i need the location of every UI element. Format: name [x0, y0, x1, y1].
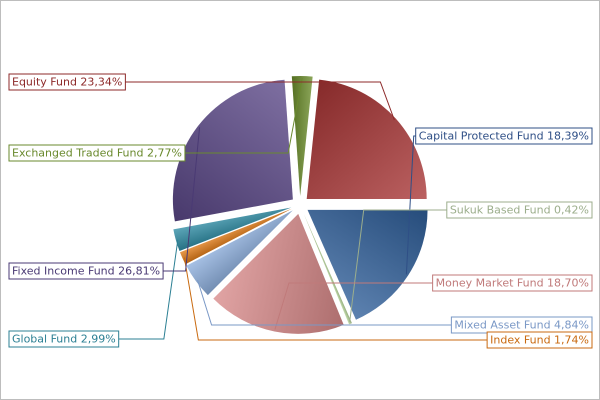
- pie-slice-mixed-asset-fund: [186, 210, 293, 296]
- pie-slice-index-fund: [179, 208, 292, 265]
- svg-text:Equity Fund 23,34%: Equity Fund 23,34%: [12, 76, 122, 89]
- slice-label-fixed-income-fund: Fixed Income Fund 26,81%: [8, 262, 164, 280]
- svg-text:Fixed Income Fund 26,81%: Fixed Income Fund 26,81%: [12, 265, 160, 278]
- slice-label-box-capital-protected-fund: [415, 127, 593, 145]
- pie-slice-capital-protected-fund: [307, 209, 428, 320]
- pie-slice-sukuk-based-fund: [303, 213, 352, 325]
- leader-line-mixed-asset-fund: [197, 279, 452, 326]
- svg-text:Global Fund 2,99%: Global Fund 2,99%: [12, 333, 116, 346]
- slice-label-mixed-asset-fund: Mixed Asset Fund 4,84%: [450, 316, 593, 334]
- svg-text:Exchanged Traded Fund 2,77%: Exchanged Traded Fund 2,77%: [12, 147, 182, 160]
- slice-label-equity-fund: Equity Fund 23,34%: [8, 73, 126, 91]
- slice-label-box-sukuk-based-fund: [446, 201, 593, 219]
- slice-label-box-fixed-income-fund: [8, 262, 164, 280]
- leader-line-global-fund: [118, 239, 179, 340]
- leader-line-index-fund: [183, 257, 488, 341]
- pie-slice-equity-fund: [306, 79, 427, 199]
- leader-line-exchanged-traded-fund: [184, 77, 303, 154]
- leader-line-sukuk-based-fund: [349, 209, 447, 322]
- pie-slice-fixed-income-fund: [172, 79, 293, 222]
- slice-label-sukuk-based-fund: Sukuk Based Fund 0,42%: [446, 201, 593, 219]
- slice-label-capital-protected-fund: Capital Protected Fund 18,39%: [415, 127, 593, 145]
- leader-line-capital-protected-fund: [405, 135, 416, 275]
- slice-label-box-exchanged-traded-fund: [8, 144, 186, 162]
- svg-text:Index Fund 1,74%: Index Fund 1,74%: [490, 334, 589, 347]
- slice-label-box-equity-fund: [8, 73, 126, 91]
- svg-text:Capital Protected Fund 18,39%: Capital Protected Fund 18,39%: [419, 130, 589, 143]
- slice-label-box-global-fund: [8, 330, 120, 348]
- slice-label-money-market-fund: Money Market Fund 18,70%: [432, 274, 593, 292]
- slice-label-exchanged-traded-fund: Exchanged Traded Fund 2,77%: [8, 144, 186, 162]
- slice-label-box-index-fund: [486, 331, 593, 349]
- slice-label-index-fund: Index Fund 1,74%: [486, 331, 593, 349]
- pie-slice-money-market-fund: [213, 213, 344, 334]
- leader-line-fixed-income-fund: [163, 127, 201, 272]
- leader-line-equity-fund: [125, 81, 395, 121]
- svg-text:Mixed Asset Fund 4,84%: Mixed Asset Fund 4,84%: [454, 319, 589, 332]
- slice-label-box-money-market-fund: [432, 274, 593, 292]
- pie-slice-global-fund: [173, 207, 292, 252]
- svg-text:Money Market Fund 18,70%: Money Market Fund 18,70%: [436, 277, 589, 290]
- slice-label-global-fund: Global Fund 2,99%: [8, 330, 120, 348]
- leader-line-money-market-fund: [274, 282, 433, 330]
- svg-text:Sukuk Based Fund 0,42%: Sukuk Based Fund 0,42%: [450, 204, 589, 217]
